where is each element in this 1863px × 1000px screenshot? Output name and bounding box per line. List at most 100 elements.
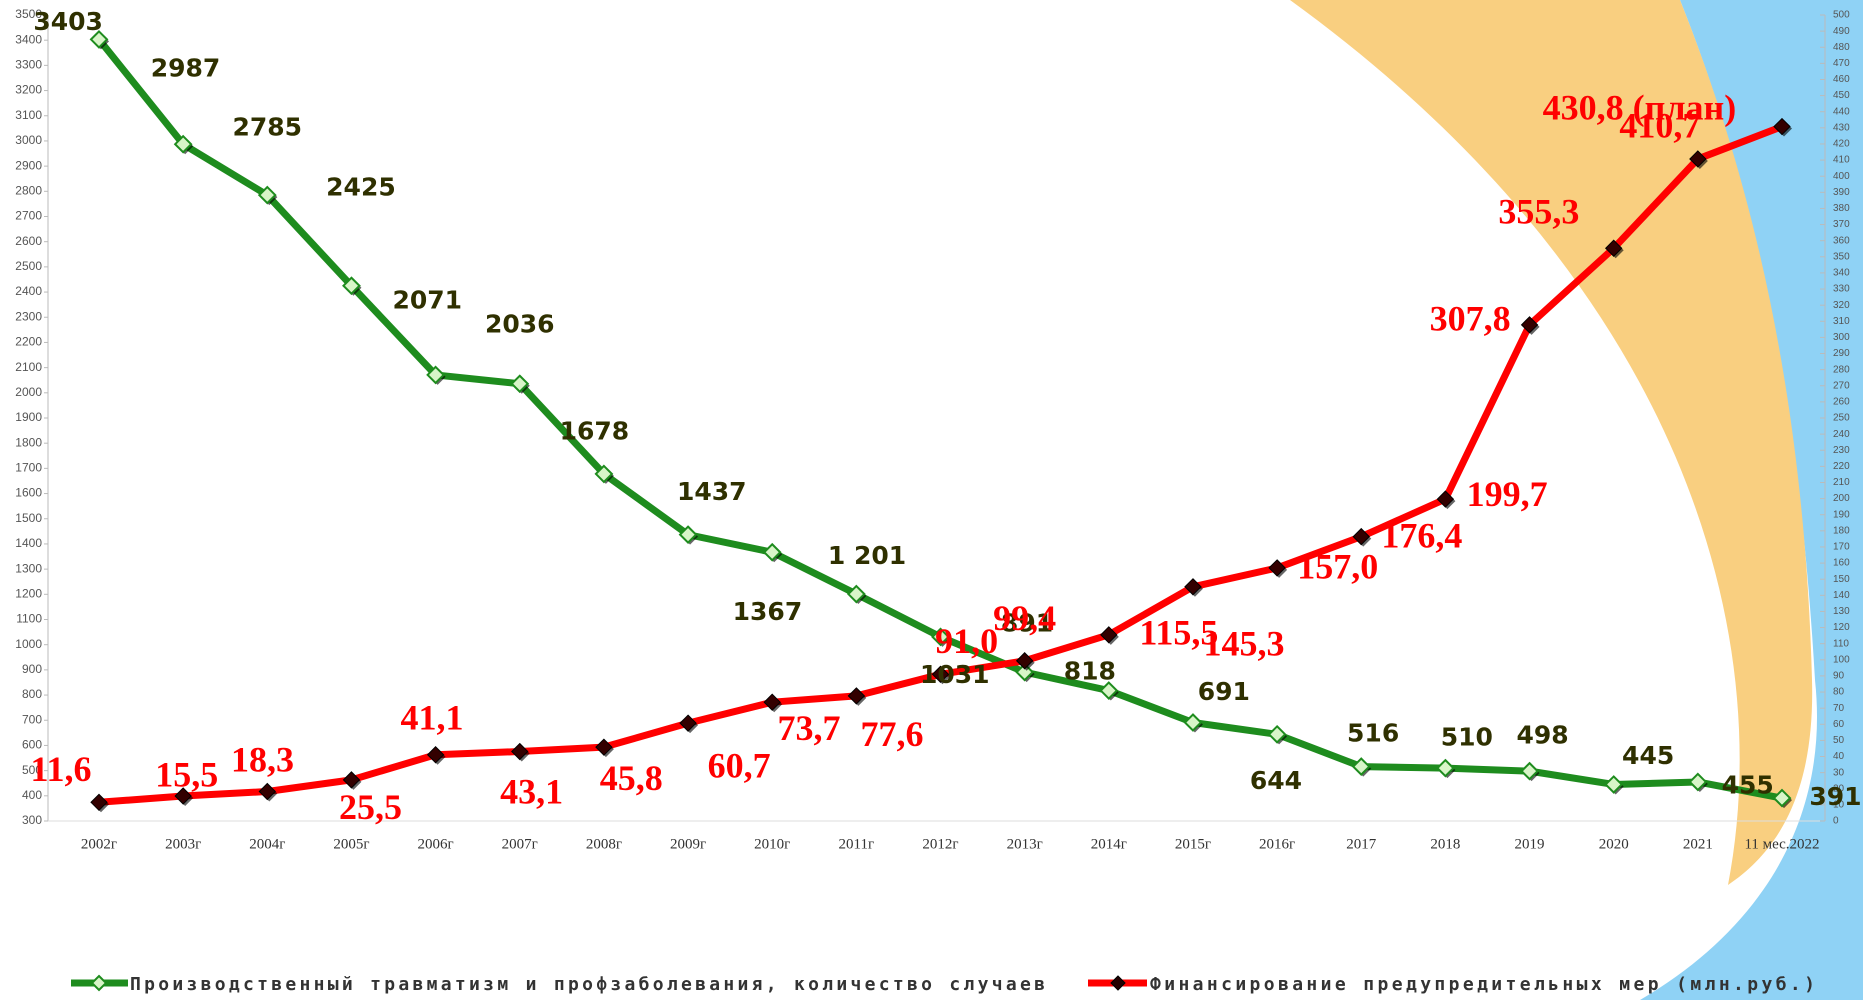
y-tick-label: 3200 xyxy=(15,83,42,97)
legend-marker xyxy=(92,976,106,990)
y2-tick-label: 130 xyxy=(1833,606,1850,617)
data-label: 45,8 xyxy=(600,758,663,798)
data-label: 307,8 xyxy=(1430,299,1511,339)
y2-tick-label: 320 xyxy=(1833,300,1850,311)
y2-tick-label: 190 xyxy=(1833,509,1850,520)
y-tick-label: 2100 xyxy=(15,360,42,374)
y-tick-label: 700 xyxy=(22,712,42,726)
y2-tick-label: 230 xyxy=(1833,445,1850,456)
x-tick-label: 2013г xyxy=(1007,836,1043,852)
y2-tick-label: 200 xyxy=(1833,493,1850,504)
y-tick-label: 3100 xyxy=(15,108,42,122)
y2-tick-label: 360 xyxy=(1833,235,1850,246)
legend-label: Финансирование предупредительных мер (мл… xyxy=(1150,974,1815,995)
data-label: 145,3 xyxy=(1204,624,1285,664)
x-tick-label: 2005г xyxy=(333,836,369,852)
data-label: 18,3 xyxy=(231,739,294,779)
x-tick-label: 2016г xyxy=(1259,836,1295,852)
data-label: 1031 xyxy=(920,660,990,689)
data-label: 3403 xyxy=(33,7,103,36)
data-label: 199,7 xyxy=(1467,474,1548,514)
data-label: 2071 xyxy=(392,285,462,314)
y2-tick-label: 380 xyxy=(1833,203,1850,214)
y2-tick-label: 280 xyxy=(1833,364,1850,375)
x-tick-label: 2011г xyxy=(839,836,875,852)
y2-tick-label: 420 xyxy=(1833,139,1850,150)
y-tick-label: 2900 xyxy=(15,158,42,172)
data-label: 455 xyxy=(1722,771,1774,800)
y2-tick-label: 40 xyxy=(1833,751,1845,762)
y2-tick-label: 400 xyxy=(1833,171,1850,182)
y-tick-label: 1300 xyxy=(15,561,42,575)
y-tick-label: 2400 xyxy=(15,284,42,298)
data-label: 99,4 xyxy=(993,598,1056,638)
y2-tick-label: 100 xyxy=(1833,654,1850,665)
chart: 3004005006007008009001000110012001300140… xyxy=(0,0,1863,1000)
x-tick-label: 2004г xyxy=(249,836,285,852)
data-label: 43,1 xyxy=(500,772,563,812)
x-tick-label: 2010г xyxy=(754,836,790,852)
data-label: 157,0 xyxy=(1297,547,1378,587)
y-tick-label: 1500 xyxy=(15,511,42,525)
y2-tick-label: 440 xyxy=(1833,106,1850,117)
data-label: 818 xyxy=(1064,657,1116,686)
y2-tick-label: 30 xyxy=(1833,767,1845,778)
data-label: 691 xyxy=(1198,677,1250,706)
data-label: 1437 xyxy=(677,477,747,506)
y2-tick-label: 180 xyxy=(1833,525,1850,536)
y2-tick-label: 390 xyxy=(1833,187,1850,198)
y2-tick-label: 150 xyxy=(1833,574,1850,585)
data-label: 498 xyxy=(1517,721,1569,750)
y2-tick-label: 300 xyxy=(1833,332,1850,343)
y-tick-label: 3000 xyxy=(15,133,42,147)
y-tick-label: 2500 xyxy=(15,259,42,273)
data-label: 1367 xyxy=(733,597,803,626)
y-tick-label: 1600 xyxy=(15,486,42,500)
y-tick-label: 900 xyxy=(22,662,42,676)
x-tick-label: 11 мес.2022 xyxy=(1744,836,1819,852)
y2-tick-label: 330 xyxy=(1833,284,1850,295)
y2-tick-label: 170 xyxy=(1833,542,1850,553)
y-tick-label: 1200 xyxy=(15,586,42,600)
x-tick-label: 2003г xyxy=(165,836,201,852)
y2-tick-label: 240 xyxy=(1833,429,1850,440)
data-label: 516 xyxy=(1347,719,1399,748)
y-tick-label: 400 xyxy=(22,788,42,802)
x-tick-label: 2020 xyxy=(1599,836,1629,852)
legend-marker xyxy=(1111,976,1125,990)
y-tick-label: 3300 xyxy=(15,58,42,72)
x-tick-label: 2017 xyxy=(1346,836,1377,852)
data-label: 1678 xyxy=(560,416,630,445)
y2-tick-label: 460 xyxy=(1833,74,1850,85)
y2-tick-label: 260 xyxy=(1833,397,1850,408)
y2-tick-label: 210 xyxy=(1833,477,1850,488)
y2-tick-label: 160 xyxy=(1833,558,1850,569)
y2-tick-label: 340 xyxy=(1833,268,1850,279)
data-label: 2785 xyxy=(233,113,303,142)
y2-tick-label: 370 xyxy=(1833,219,1850,230)
y2-tick-label: 110 xyxy=(1833,638,1849,649)
y-tick-label: 1400 xyxy=(15,536,42,550)
y2-tick-label: 490 xyxy=(1833,26,1850,37)
y-tick-label: 1800 xyxy=(15,435,42,449)
data-label: 25,5 xyxy=(339,787,402,827)
data-label: 77,6 xyxy=(860,714,923,754)
y2-tick-label: 50 xyxy=(1833,735,1845,746)
y2-tick-label: 250 xyxy=(1833,413,1850,424)
y-tick-label: 1700 xyxy=(15,461,42,475)
data-label: 1 201 xyxy=(828,541,906,570)
data-label: 11,6 xyxy=(30,749,91,789)
x-tick-label: 2021 xyxy=(1683,836,1713,852)
data-label: 391 xyxy=(1809,782,1861,811)
y-tick-label: 2300 xyxy=(15,309,42,323)
data-label: 91,0 xyxy=(935,621,998,661)
y2-tick-label: 500 xyxy=(1833,10,1850,21)
data-label: 2036 xyxy=(485,310,555,339)
y2-tick-label: 290 xyxy=(1833,348,1850,359)
data-label: 2987 xyxy=(151,53,221,82)
y-tick-label: 2600 xyxy=(15,234,42,248)
y2-tick-label: 430 xyxy=(1833,122,1850,133)
y-tick-label: 300 xyxy=(22,813,42,827)
x-tick-label: 2008г xyxy=(586,836,622,852)
data-label: 60,7 xyxy=(708,746,771,786)
